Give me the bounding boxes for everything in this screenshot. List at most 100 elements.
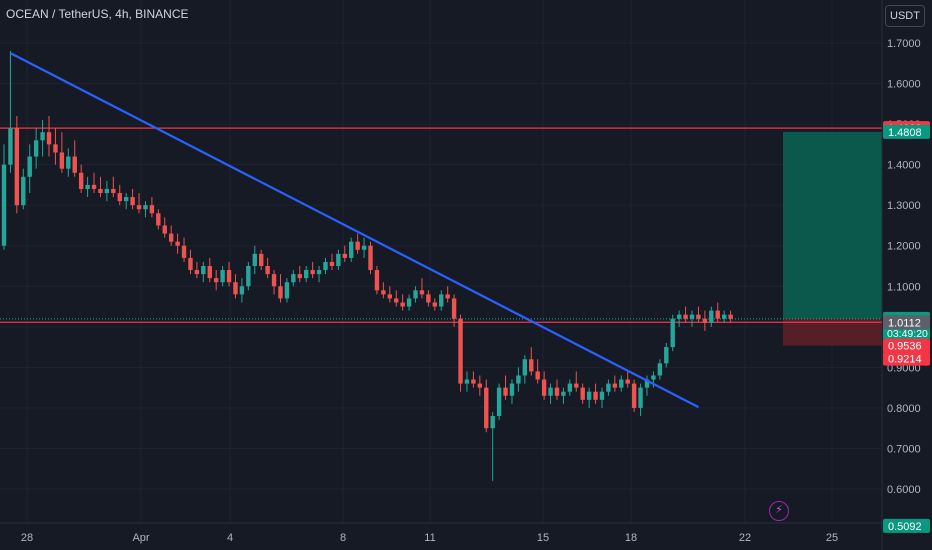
price-label: 0.5092 — [888, 521, 922, 533]
candle — [509, 383, 515, 396]
candle — [342, 253, 347, 258]
y-tick-label: 0.7000 — [887, 443, 921, 455]
candle — [117, 193, 122, 202]
candle — [252, 253, 257, 266]
y-tick-label: 0.8000 — [887, 403, 921, 415]
candle — [394, 298, 399, 303]
candle — [136, 205, 142, 210]
candle — [310, 270, 315, 275]
candle — [580, 387, 585, 400]
x-tick-label: 18 — [625, 532, 637, 544]
candle — [664, 347, 669, 364]
candle — [631, 383, 637, 408]
candle — [670, 318, 675, 348]
candle — [451, 298, 457, 319]
y-tick-label: 0.6000 — [887, 484, 921, 496]
candle — [496, 387, 502, 417]
candle — [606, 383, 611, 392]
candle — [1, 164, 7, 246]
x-tick-label: 28 — [21, 532, 33, 544]
candle — [644, 379, 650, 388]
y-tick-label: 1.2000 — [887, 241, 921, 253]
candle — [728, 314, 733, 319]
candles — [1, 51, 733, 481]
candle — [599, 391, 605, 400]
candle — [503, 387, 508, 396]
candle — [40, 132, 45, 141]
stop-zone — [783, 318, 882, 346]
candle — [522, 359, 528, 376]
candle — [535, 371, 540, 380]
candle — [445, 294, 450, 299]
candle — [181, 245, 187, 258]
price-labels: 1.49001.48081.019603:49:201.01120.95360.… — [883, 121, 930, 533]
candle — [574, 383, 579, 388]
candle — [271, 274, 277, 287]
candle — [676, 314, 682, 319]
candle — [59, 152, 65, 169]
candle — [175, 241, 180, 246]
candle — [233, 282, 238, 295]
candle — [33, 140, 39, 157]
y-tick-label: 1.6000 — [887, 79, 921, 91]
candle — [304, 270, 309, 279]
candle — [619, 379, 624, 388]
candle — [53, 144, 58, 153]
candle — [259, 253, 264, 266]
price-label-box — [883, 351, 930, 366]
candle — [349, 241, 354, 258]
candle — [432, 302, 438, 307]
price-label-box — [883, 338, 930, 353]
candle — [168, 233, 174, 242]
x-tick-label: 11 — [424, 532, 435, 544]
candle — [548, 387, 553, 396]
price-label: 1.4808 — [888, 127, 922, 139]
candle — [554, 387, 560, 396]
y-tick-label: 1.4000 — [887, 160, 921, 172]
candle — [130, 197, 135, 206]
currency-button[interactable]: USDT — [885, 5, 925, 27]
candle — [207, 266, 212, 279]
x-tick-label: 22 — [739, 532, 751, 544]
lightning-icon[interactable]: ⚡ — [769, 501, 789, 521]
candle — [702, 318, 708, 323]
candle — [220, 270, 225, 283]
candle — [638, 387, 643, 408]
candle — [8, 128, 13, 165]
candle — [541, 379, 547, 396]
candle — [246, 266, 251, 287]
candle — [709, 310, 714, 323]
candle — [21, 176, 26, 206]
candle — [284, 282, 290, 299]
candle — [529, 359, 534, 372]
x-tick-label: 4 — [227, 532, 233, 544]
x-tick-label: 8 — [340, 532, 346, 544]
candle — [406, 298, 412, 307]
candle — [419, 290, 425, 295]
candle — [278, 286, 283, 299]
x-tick-label: 25 — [826, 532, 838, 544]
candle — [426, 294, 431, 303]
candle — [561, 391, 566, 396]
trendline-group — [9, 52, 699, 409]
price-label: 0.9536 — [888, 341, 922, 353]
candle — [213, 278, 219, 283]
candle — [297, 274, 302, 279]
candle — [413, 290, 418, 299]
candle — [149, 205, 155, 214]
candle — [329, 261, 335, 266]
candle — [316, 270, 322, 275]
candle — [355, 241, 360, 250]
candle — [471, 379, 476, 384]
candle — [593, 391, 598, 400]
candle — [111, 188, 116, 194]
x-tick-label: 15 — [537, 532, 549, 544]
candle — [46, 132, 52, 145]
candle — [586, 391, 592, 400]
candle — [381, 290, 386, 295]
price-label-box — [883, 518, 930, 533]
horizontal-lines — [0, 127, 882, 323]
candle — [439, 294, 444, 307]
candle — [188, 257, 193, 271]
